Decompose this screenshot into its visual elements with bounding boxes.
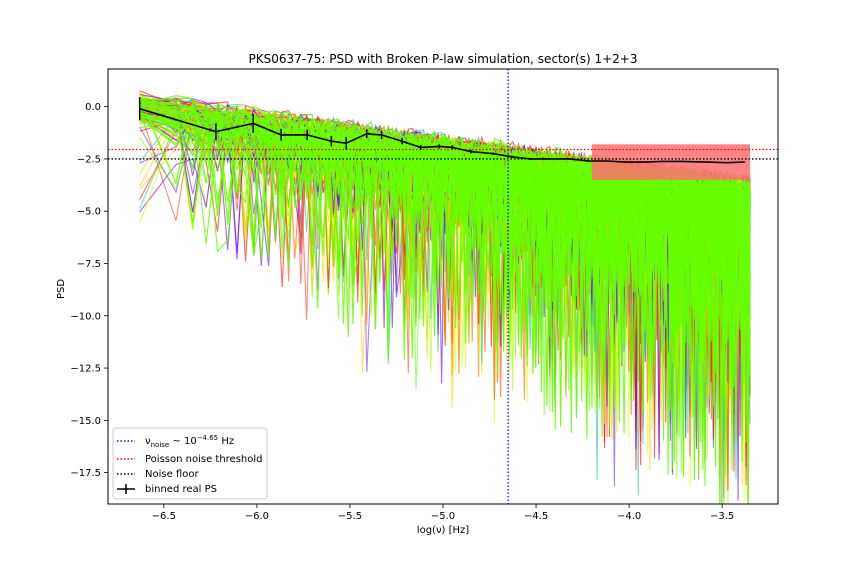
- simulation-line: [139, 107, 751, 390]
- reference-lines: [108, 69, 778, 504]
- legend-label-noise-floor: Noise floor: [145, 469, 199, 480]
- x-tick-label: −4.0: [617, 511, 641, 522]
- x-tick-label: −5.5: [338, 511, 362, 522]
- x-tick-label: −3.5: [710, 511, 734, 522]
- x-axis-ticks: −6.5 −6.0 −5.5 −5.0 −4.5 −4.0 −3.5: [152, 504, 734, 522]
- chart-title: PKS0637-75: PSD with Broken P-law simula…: [249, 52, 638, 66]
- x-axis-label: log(ν) [Hz]: [417, 525, 469, 536]
- binned-real-ps: [138, 97, 746, 164]
- y-axis-label: PSD: [56, 279, 67, 299]
- x-tick-label: −6.5: [152, 511, 176, 522]
- y-tick-label: −12.5: [70, 364, 101, 375]
- binned-real-ps-line: [139, 107, 745, 164]
- x-tick-label: −5.0: [431, 511, 455, 522]
- simulation-line: [139, 112, 751, 417]
- simulation-line: [139, 108, 751, 475]
- simulation-lines: [139, 90, 751, 504]
- y-tick-label: −2.5: [77, 154, 101, 165]
- x-tick-label: −6.0: [245, 511, 269, 522]
- y-tick-label: −17.5: [70, 468, 101, 479]
- y-axis-ticks: 0.0 −2.5 −5.0 −7.5 −10.0 −12.5 −15.0 −17.5: [70, 102, 108, 479]
- legend-label-binned: binned real PS: [145, 484, 217, 495]
- legend-label-poisson: Poisson noise threshold: [145, 454, 263, 465]
- x-tick-label: −4.5: [524, 511, 548, 522]
- y-tick-label: −15.0: [70, 416, 101, 427]
- legend-label-nu-noise: νnoise ~ 10−4.65 Hz: [145, 434, 234, 449]
- y-tick-label: −5.0: [77, 207, 101, 218]
- y-tick-label: −10.0: [70, 311, 101, 322]
- legend: νnoise ~ 10−4.65 Hz Poisson noise thresh…: [112, 427, 268, 500]
- y-tick-label: −7.5: [77, 259, 101, 270]
- y-tick-label: 0.0: [85, 102, 101, 113]
- legend-box: [112, 427, 268, 500]
